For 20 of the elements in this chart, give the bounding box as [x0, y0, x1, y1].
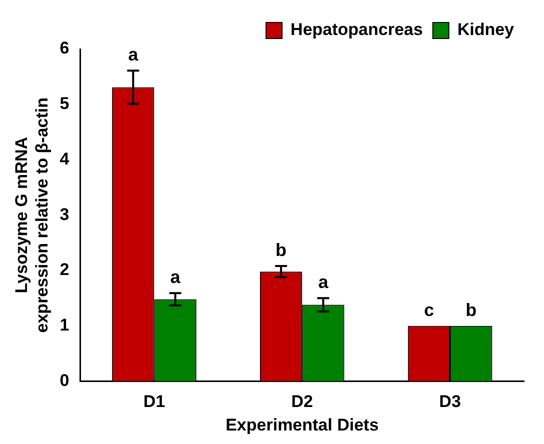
data-label: a	[318, 272, 330, 292]
x-tick-label: D3	[439, 392, 461, 412]
x-tick-label: D1	[143, 392, 166, 412]
legend-label: Kidney	[457, 20, 515, 40]
data-label: a	[128, 44, 140, 65]
x-axis-title: Experimental Diets	[226, 415, 379, 434]
y-tick-label: 4	[60, 149, 70, 168]
data-label: b	[466, 300, 477, 320]
y-tick-label: 6	[60, 38, 70, 58]
data-label: a	[170, 267, 182, 288]
y-tick-label: 1	[60, 316, 70, 335]
x-tick-label: D2	[291, 392, 313, 412]
legend-label: Hepatopancreas	[290, 20, 423, 40]
y-tick-label: 5	[60, 94, 70, 114]
data-label: c	[424, 300, 434, 320]
data-label: b	[276, 240, 287, 260]
y-tick-label: 0	[60, 370, 70, 390]
y-tick-label: 3	[60, 204, 70, 224]
y-tick-label: 2	[60, 260, 70, 280]
y-axis-title: Lysozyme G mRNA expression relative to β-actin	[12, 97, 52, 333]
